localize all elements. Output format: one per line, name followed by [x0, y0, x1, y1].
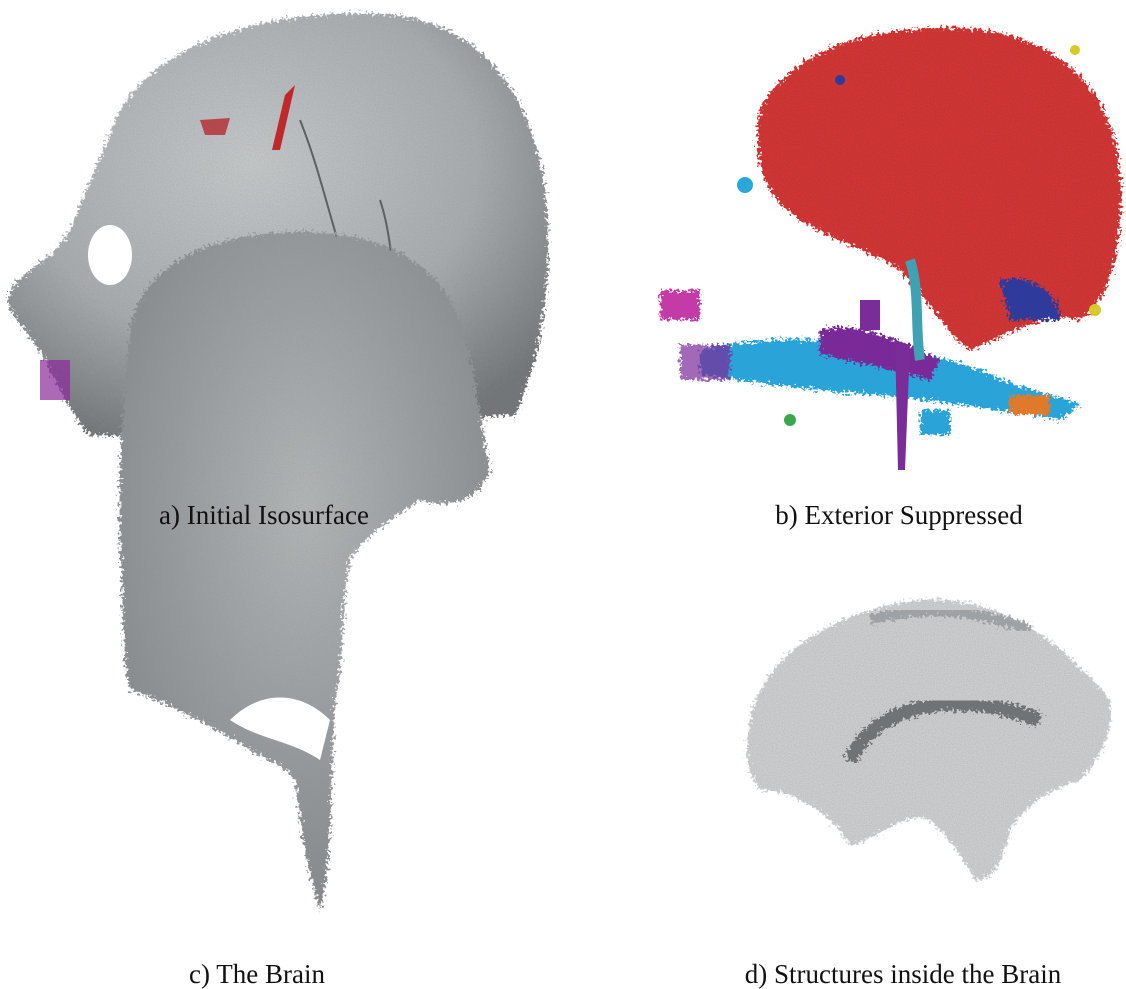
- caption: d) Structures inside the Brain: [745, 959, 1062, 989]
- caption: b) Exterior Suppressed: [775, 500, 1023, 530]
- figure: a) Initial Isosurface b) Exterior Suppre…: [0, 0, 1126, 989]
- caption: a) Initial Isosurface: [159, 500, 369, 530]
- panel-d-image: [747, 600, 1111, 880]
- panel-c-image: [119, 232, 490, 910]
- caption: c) The Brain: [189, 959, 325, 989]
- panel-b-image: [660, 28, 1121, 470]
